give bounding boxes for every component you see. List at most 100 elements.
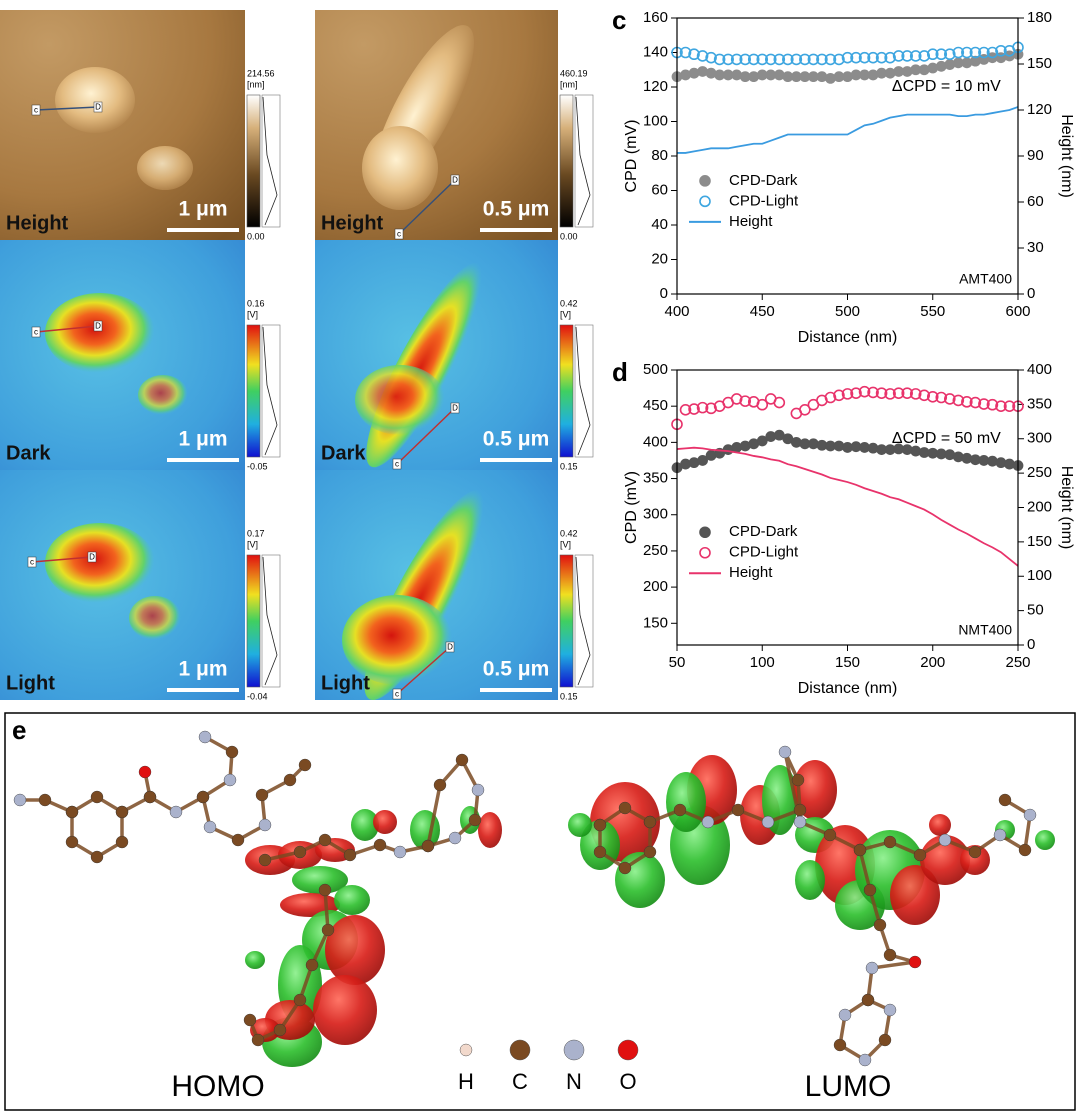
- data-point: [799, 53, 811, 66]
- channel-label: Light: [321, 672, 370, 694]
- profile-marker-label: c: [34, 328, 38, 337]
- orbital-lobe: [1035, 830, 1055, 850]
- data-point: [730, 393, 743, 405]
- data-point: [909, 388, 922, 400]
- histogram-box: [261, 554, 281, 688]
- profile-marker-label: c: [30, 558, 34, 567]
- atom: [433, 778, 447, 792]
- atom: [90, 790, 104, 804]
- y2-tick-label: 0: [1027, 636, 1035, 653]
- orbital-lobe: [334, 885, 370, 915]
- atom: [913, 848, 927, 862]
- profile-line: [396, 646, 451, 695]
- profile-line: [35, 325, 99, 333]
- data-point: [850, 51, 862, 64]
- plot-frame: [676, 369, 1019, 646]
- colorbar: [559, 94, 574, 228]
- atom: [203, 820, 217, 834]
- data-point: [688, 48, 700, 61]
- afm-image: c D Light 0.5 μm: [315, 470, 558, 701]
- atom: [883, 1003, 897, 1017]
- atom: [115, 835, 129, 849]
- legend-label: CPD-Dark: [729, 523, 798, 540]
- data-point: [773, 53, 786, 66]
- data-point: [705, 51, 717, 64]
- atom: [223, 773, 237, 787]
- legend-label: Height: [729, 564, 773, 581]
- atom: [421, 839, 435, 853]
- scale-bar-label: 0.5 μm: [483, 428, 550, 451]
- data-point: [764, 53, 777, 66]
- atom: [143, 790, 157, 804]
- colorbar: [246, 94, 261, 228]
- profile-marker-label: D: [89, 553, 95, 562]
- colorbar-unit: [V]: [247, 539, 258, 549]
- legend-swatch: [699, 175, 711, 187]
- atom: [196, 790, 210, 804]
- x-tick-label: 250: [1005, 654, 1030, 671]
- atom: [255, 788, 269, 802]
- data-point: [875, 51, 888, 64]
- atom: [169, 805, 183, 819]
- y-tick-label: 160: [643, 9, 668, 26]
- atom: [471, 783, 485, 797]
- orbital-lobe: [960, 845, 990, 875]
- profile-marker: [450, 402, 460, 414]
- profile-marker-label: c: [397, 230, 401, 239]
- image-background: [0, 10, 245, 240]
- scale-bar-label: 1 μm: [178, 428, 227, 451]
- atom: [778, 745, 792, 759]
- y-tick-label: 100: [643, 112, 668, 129]
- orbital-lobe: [795, 860, 825, 900]
- data-point: [816, 53, 828, 66]
- legend-swatch: [699, 546, 711, 559]
- annotation: ΔCPD = 10 mV: [892, 78, 1001, 95]
- atom: [793, 815, 807, 829]
- colorbar-min: 0.15: [560, 461, 578, 471]
- data-point: [909, 50, 922, 62]
- y-tick-label: 500: [643, 361, 668, 378]
- atom: [861, 993, 875, 1007]
- x-axis-label: Distance (nm): [798, 329, 898, 346]
- colorbar: [246, 554, 261, 688]
- data-point: [807, 53, 820, 66]
- scale-bar-label: 0.5 μm: [483, 658, 550, 681]
- atom: [343, 848, 357, 862]
- atom: [13, 793, 27, 807]
- data-point: [884, 51, 896, 64]
- profile-marker: [392, 688, 402, 700]
- scale-bar-label: 0.5 μm: [483, 198, 550, 221]
- orbital-lobe: [568, 813, 592, 837]
- colorbar-min: 0.00: [247, 231, 265, 241]
- profile-line: [35, 106, 99, 111]
- data-point: [833, 53, 845, 66]
- atom: [823, 828, 837, 842]
- profile-marker: [450, 174, 460, 186]
- data-point: [756, 53, 769, 66]
- colorbar-min: 0.15: [560, 691, 578, 701]
- data-point: [705, 402, 717, 415]
- feature: [355, 365, 445, 435]
- y-tick-label: 450: [643, 397, 668, 414]
- sample-label: AMT400: [959, 271, 1012, 287]
- orbital-lobe: [245, 951, 265, 969]
- y2-tick-label: 150: [1027, 55, 1052, 72]
- y-tick-label: 40: [651, 216, 668, 233]
- scale-bar-label: 1 μm: [178, 198, 227, 221]
- profile-marker: [93, 320, 103, 332]
- x-tick-label: 150: [835, 654, 860, 671]
- atom: [38, 793, 52, 807]
- atom: [853, 843, 867, 857]
- data-point: [918, 389, 931, 402]
- sample-label: NMT400: [958, 622, 1012, 638]
- x-tick-label: 600: [1005, 303, 1030, 320]
- profile-marker-label: c: [395, 690, 399, 699]
- y2-tick-label: 300: [1027, 430, 1052, 447]
- data-point: [773, 396, 786, 409]
- colorbar: [559, 324, 574, 458]
- feature: [362, 126, 438, 210]
- histogram-box: [261, 94, 281, 228]
- y-tick-label: 250: [643, 542, 668, 559]
- scale-bar-label: 1 μm: [178, 658, 227, 681]
- data-point: [696, 50, 709, 62]
